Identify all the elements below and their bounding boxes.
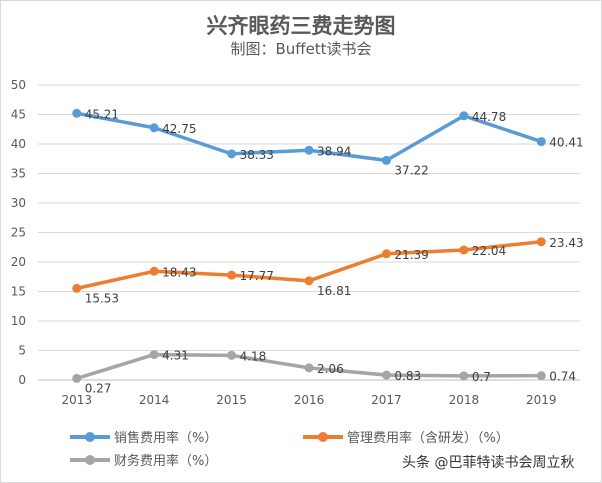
- data-label: 23.43: [549, 236, 583, 250]
- x-tick-label: 2018: [449, 393, 480, 407]
- data-label: 2.06: [317, 362, 344, 376]
- data-label: 45.21: [85, 107, 119, 121]
- data-label: 42.75: [162, 122, 196, 136]
- data-point: [72, 108, 82, 118]
- y-tick-label: 35: [11, 167, 26, 181]
- y-tick-label: 10: [11, 314, 26, 328]
- legend-swatch-sales: [70, 431, 110, 442]
- data-point: [304, 363, 314, 373]
- data-point: [536, 137, 546, 147]
- data-point: [149, 123, 159, 133]
- data-label: 44.78: [472, 110, 506, 124]
- data-label: 0.83: [394, 369, 421, 383]
- x-tick-label: 2019: [526, 393, 557, 407]
- legend-item-sales: 销售费用率（%）: [70, 427, 217, 446]
- data-point: [149, 350, 159, 360]
- data-point: [304, 276, 314, 286]
- data-label: 18.43: [162, 265, 196, 279]
- data-label: 0.7: [472, 370, 491, 384]
- legend-swatch-admin: [303, 431, 343, 442]
- data-point: [381, 370, 391, 380]
- data-label: 4.18: [240, 349, 267, 363]
- data-point: [536, 237, 546, 247]
- watermark: 头条 @巴菲特读书会周立秋: [402, 455, 575, 471]
- data-point: [459, 371, 469, 381]
- y-tick-label: 30: [11, 196, 26, 210]
- data-point: [381, 249, 391, 259]
- data-label: 16.81: [317, 284, 351, 298]
- data-point: [381, 155, 391, 165]
- data-label: 38.33: [240, 148, 274, 162]
- x-tick-label: 2013: [61, 393, 92, 407]
- data-label: 0.74: [549, 370, 576, 384]
- data-label: 22.04: [472, 244, 506, 258]
- data-point: [304, 145, 314, 155]
- x-tick-label: 2015: [216, 393, 247, 407]
- data-label: 21.39: [394, 248, 428, 262]
- y-tick-label: 20: [11, 255, 26, 269]
- chart-title: 兴齐眼药三费走势图: [206, 13, 396, 38]
- data-label: 15.53: [85, 291, 119, 305]
- legend-swatch-finance: [70, 454, 110, 465]
- data-point: [72, 373, 82, 383]
- y-tick-label: 5: [18, 344, 26, 358]
- data-label: 37.22: [394, 163, 428, 177]
- data-point: [227, 350, 237, 360]
- data-label: 17.77: [240, 269, 274, 283]
- x-tick-label: 2016: [294, 393, 325, 407]
- legend-item-admin: 管理费用率（含研发）（%）: [303, 427, 509, 446]
- data-point: [72, 283, 82, 293]
- data-label: 38.94: [317, 144, 351, 158]
- data-point: [459, 245, 469, 255]
- y-tick-label: 45: [11, 108, 26, 122]
- data-point: [227, 149, 237, 159]
- legend-label-sales: 销售费用率（%）: [114, 431, 218, 446]
- data-point: [459, 111, 469, 121]
- x-tick-label: 2017: [371, 393, 402, 407]
- x-tick-label: 2014: [139, 393, 170, 407]
- y-tick-label: 40: [11, 137, 26, 151]
- y-tick-label: 25: [11, 226, 26, 240]
- data-label: 40.41: [549, 136, 583, 150]
- legend-label-admin: 管理费用率（含研发）（%）: [347, 431, 509, 446]
- legend-label-finance: 财务费用率（%）: [114, 454, 218, 469]
- data-point: [149, 266, 159, 276]
- data-point: [227, 270, 237, 280]
- y-tick-label: 50: [11, 78, 26, 92]
- data-label: 4.31: [162, 349, 189, 363]
- y-tick-label: 0: [18, 373, 26, 387]
- y-tick-label: 15: [11, 285, 26, 299]
- data-point: [536, 371, 546, 381]
- legend-item-finance: 财务费用率（%）: [70, 450, 217, 469]
- chart-subtitle: 制图：Buffett读书会: [230, 40, 372, 58]
- data-label: 0.27: [85, 381, 112, 395]
